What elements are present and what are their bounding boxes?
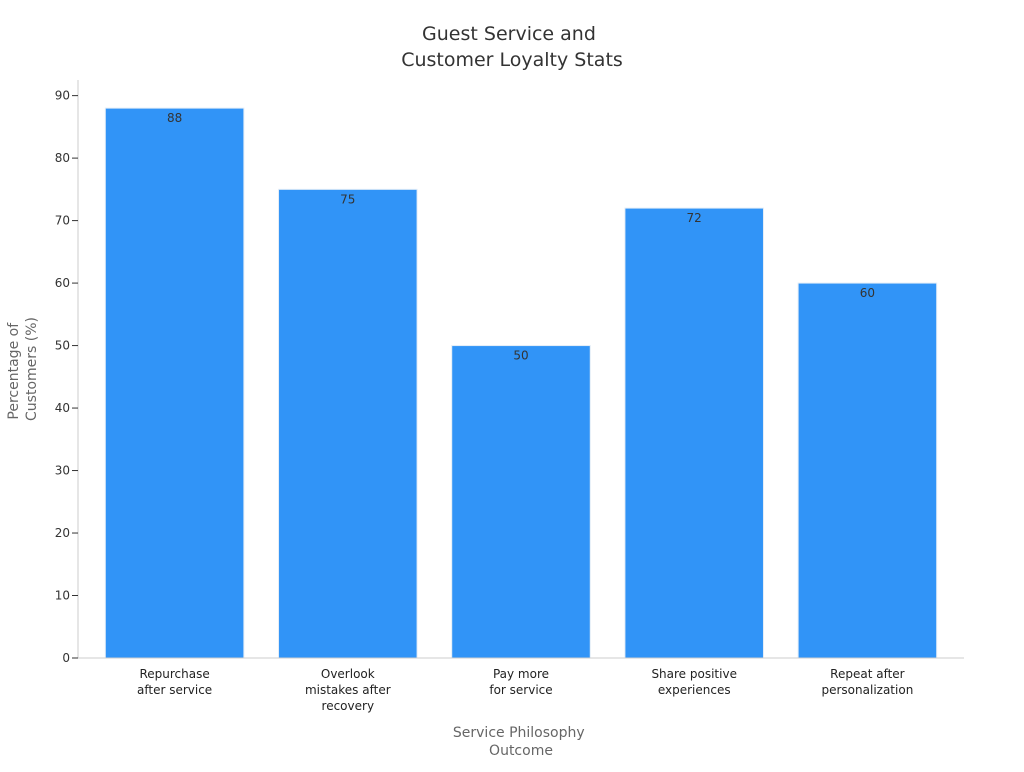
y-axis-label-line-1: Percentage of: [6, 322, 22, 420]
bar-value-label: 88: [167, 111, 182, 125]
y-tick-label: 20: [55, 526, 70, 540]
x-axis: Repurchase after service Overlook mistakes …: [78, 657, 964, 713]
bar: [797, 282, 938, 659]
x-tick-label: Share positive experiences: [651, 667, 737, 697]
y-tick-label: 40: [55, 401, 70, 415]
bar: [624, 207, 764, 659]
x-tick-label: Repurchase after service: [137, 667, 212, 697]
bar-value-label: 72: [687, 211, 702, 225]
y-tick-label: 10: [55, 589, 70, 603]
y-tick-label: 60: [55, 276, 70, 290]
bar-value-label: 60: [860, 286, 875, 300]
chart-title-line-1: Guest Service and: [422, 23, 596, 45]
bar-value-label: 75: [340, 192, 355, 206]
bar: [104, 107, 245, 659]
y-tick-label: 50: [55, 339, 70, 353]
y-tick-label: 0: [62, 651, 70, 665]
x-tick-label: Pay more for service: [489, 667, 552, 697]
chart-title: Guest Service and Customer Loyalty Stats: [401, 23, 623, 71]
y-axis-label-line-2: Customers (%): [24, 317, 40, 421]
x-axis-label: Service Philosophy Outcome: [453, 725, 589, 759]
y-tick-label: 80: [55, 151, 70, 165]
y-tick-label: 90: [55, 89, 70, 103]
y-axis: 0 10 20 30 40 50 60 70 80 90: [55, 80, 79, 665]
chart-title-line-2: Customer Loyalty Stats: [401, 49, 623, 71]
y-tick-label: 70: [55, 214, 70, 228]
x-tick-label: Repeat after personalization: [822, 667, 914, 697]
bars: 88 75 50 72 60: [104, 107, 938, 659]
bar: [278, 188, 418, 659]
y-tick-label: 30: [55, 464, 70, 478]
x-axis-label-line-1: Service Philosophy: [453, 725, 585, 741]
y-axis-label: Percentage of Customers (%): [6, 317, 40, 421]
x-tick-label: Overlook mistakes after recovery: [305, 667, 391, 713]
x-axis-label-line-2: Outcome: [489, 743, 553, 759]
bar: [451, 345, 591, 659]
bar-value-label: 50: [513, 349, 528, 363]
